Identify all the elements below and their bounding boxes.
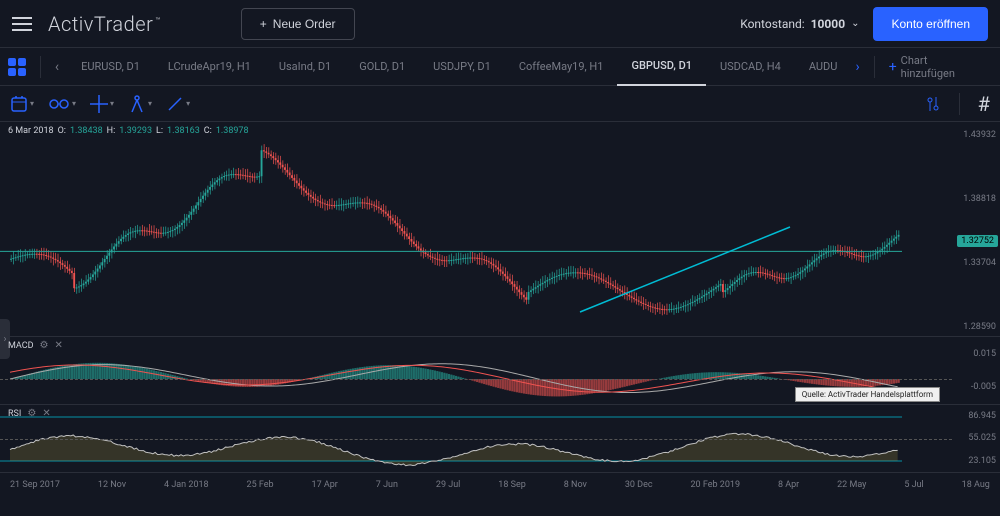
time-tick: 18 Sep [498, 480, 526, 490]
chart-tab[interactable]: GOLD, D1 [345, 48, 419, 86]
divider [959, 93, 960, 115]
macd-y-axis: 0.015 -0.005 [952, 337, 996, 404]
time-tick: 20 Feb 2019 [690, 480, 740, 490]
chart-tab[interactable]: GBPUSD, D1 [617, 48, 706, 86]
line-tool-icon[interactable]: ▾ [166, 95, 190, 113]
compass-tool-icon[interactable]: ▾ [128, 95, 152, 113]
glasses-tool-icon[interactable]: ▾ [48, 98, 76, 110]
plus-icon: + [260, 17, 267, 31]
open-account-button[interactable]: Konto eröffnen [873, 7, 988, 41]
chart-tab[interactable]: LCrudeApr19, H1 [154, 48, 265, 86]
macd-panel[interactable]: MACD ⚙ ✕ 0.015 -0.005 Quelle: ActivTrade… [0, 337, 1000, 405]
time-tick: 30 Dec [625, 480, 653, 490]
divider [40, 56, 41, 78]
time-tick: 12 Nov [98, 480, 126, 490]
time-tick: 25 Feb [247, 480, 274, 490]
chart-tab[interactable]: UsaInd, D1 [265, 48, 345, 86]
time-tick: 8 Apr [778, 480, 799, 490]
app-header: ActivTrader™ + Neue Order Kontostand: 10… [0, 0, 1000, 48]
menu-icon[interactable] [12, 17, 32, 31]
time-tick: 17 Apr [312, 480, 338, 490]
source-tooltip: Quelle: ActivTrader Handelsplattform [795, 387, 940, 402]
calendar-tool-icon[interactable]: ▾ [10, 95, 34, 113]
time-tick: 5 Jul [904, 480, 923, 490]
indicator-close-icon[interactable]: ✕ [55, 340, 63, 351]
chart-tab[interactable]: USDJPY, D1 [419, 48, 505, 86]
indicator-close-icon[interactable]: ✕ [42, 408, 50, 419]
chart-tab[interactable]: USDCAD, H4 [706, 48, 795, 86]
ohlc-date: 6 Mar 2018 [8, 126, 54, 136]
new-order-label: Neue Order [273, 17, 336, 31]
layout-grid-icon[interactable] [8, 58, 26, 76]
settings-tool-icon[interactable] [925, 96, 941, 112]
time-tick: 29 Jul [436, 480, 460, 490]
scroll-left-icon[interactable]: ‹ [47, 59, 67, 75]
chart-tab[interactable]: AUDU [795, 48, 848, 86]
scroll-right-icon[interactable]: › [847, 59, 867, 75]
chart-tab[interactable]: CoffeeMay19, H1 [505, 48, 618, 86]
indicator-settings-icon[interactable]: ⚙ [40, 340, 49, 351]
price-chart[interactable]: 6 Mar 2018 O:1.38438 H:1.39293 L:1.38163… [0, 122, 1000, 337]
candlestick-svg [0, 122, 950, 337]
balance-label: Kontostand: [740, 17, 804, 31]
time-tick: 4 Jan 2018 [164, 480, 209, 490]
time-axis: 21 Sep 2017 12 Nov 4 Jan 2018 25 Feb 17 Apr 7… [0, 473, 1000, 497]
new-order-button[interactable]: + Neue Order [241, 8, 355, 40]
chevron-down-icon: ⌄ [851, 18, 859, 29]
balance-display[interactable]: Kontostand: 10000 ⌄ [740, 17, 859, 31]
chart-toolbar: ▾ ▾ ▾ ▾ ▾ # [0, 86, 1000, 122]
hash-tool-icon[interactable]: # [978, 92, 990, 116]
chart-tab[interactable]: EURUSD, D1 [67, 48, 154, 86]
balance-value: 10000 [811, 17, 845, 31]
price-y-axis: 1.43932 1.38818 1.33704 1.28590 [952, 122, 996, 336]
indicator-settings-icon[interactable]: ⚙ [27, 408, 36, 419]
rsi-panel[interactable]: RSI ⚙ ✕ 86.945 55.025 23.105 [0, 405, 1000, 473]
rsi-mid-line [0, 439, 952, 440]
rsi-y-axis: 86.945 55.025 23.105 [952, 405, 996, 472]
add-chart-button[interactable]: + Chart hinzufügen [881, 54, 992, 80]
crosshair-tool-icon[interactable]: ▾ [90, 95, 114, 113]
current-price-tag: 1.32752 [957, 235, 998, 247]
divider [874, 56, 875, 78]
chart-tabs: ‹ EURUSD, D1LCrudeApr19, H1UsaInd, D1GOL… [0, 48, 1000, 86]
ohlc-readout: 6 Mar 2018 O:1.38438 H:1.39293 L:1.38163… [8, 126, 249, 136]
macd-zero-line [0, 379, 952, 380]
logo: ActivTrader™ [48, 12, 161, 36]
macd-label: MACD ⚙ ✕ [8, 340, 63, 351]
time-tick: 22 May [837, 480, 866, 490]
time-tick: 7 Jun [376, 480, 398, 490]
time-tick: 18 Aug [962, 480, 990, 490]
chart-area: › 6 Mar 2018 O:1.38438 H:1.39293 L:1.381… [0, 122, 1000, 516]
rsi-label: RSI ⚙ ✕ [8, 408, 51, 419]
time-tick: 21 Sep 2017 [10, 480, 60, 490]
plus-icon: + [889, 59, 897, 75]
time-tick: 8 Nov [564, 480, 587, 490]
add-chart-label: Chart hinzufügen [901, 54, 984, 80]
